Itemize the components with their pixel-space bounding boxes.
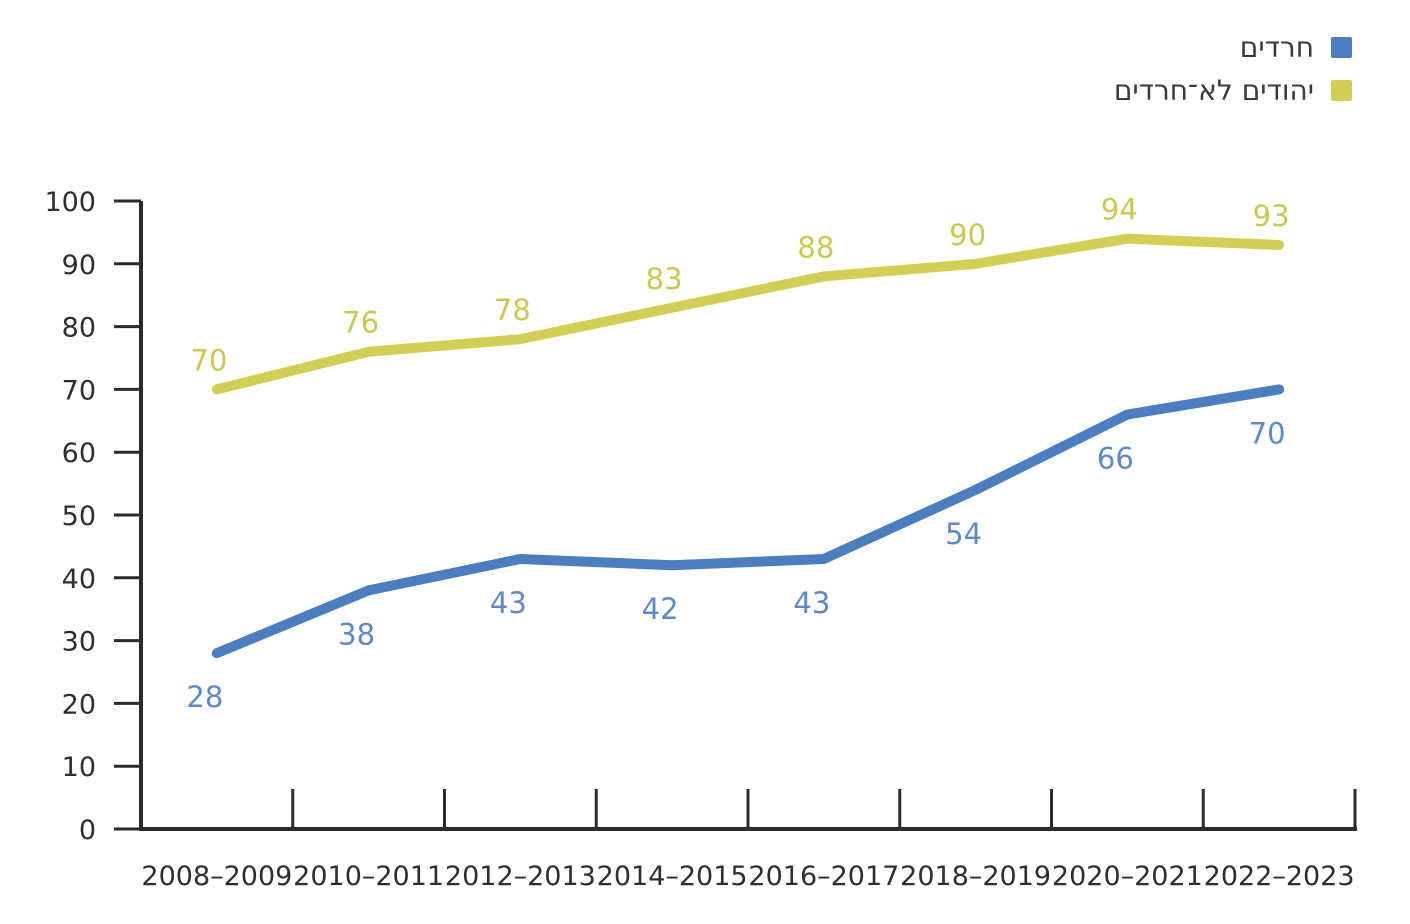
series-line-0 [211, 384, 1285, 659]
data-label-series-0: 43 [490, 586, 527, 620]
x-axis-category-label: 2010–2011 [293, 861, 444, 892]
y-axis-tick-label: 90 [62, 250, 96, 281]
y-axis-tick-label: 70 [62, 375, 96, 406]
data-label-series-0: 70 [1249, 416, 1286, 450]
data-label-series-1: 76 [342, 306, 379, 340]
legend-label-non-haredi-jews: יהודים לא־חרדים [1113, 74, 1314, 107]
y-axis-tick-label: 0 [79, 815, 96, 846]
legend: חרדים יהודים לא־חרדים [1114, 31, 1352, 107]
data-label-series-1: 83 [646, 262, 683, 296]
data-label-series-0: 28 [186, 680, 223, 714]
data-label-series-1: 94 [1101, 193, 1138, 227]
x-axis-category-label: 2016–2017 [748, 861, 899, 892]
x-axis-category-label: 2020–2021 [1052, 861, 1203, 892]
data-label-series-0: 54 [945, 517, 982, 551]
data-label-series-1: 78 [494, 293, 531, 327]
y-axis-tick-label: 20 [62, 689, 96, 720]
legend-label-haredim: חרדים [1239, 31, 1314, 64]
data-label-series-1: 93 [1253, 199, 1290, 233]
y-axis-tick-label: 60 [62, 438, 96, 469]
legend-swatch-haredim [1331, 37, 1352, 58]
data-label-series-0: 43 [793, 586, 830, 620]
y-axis-tick-label: 40 [62, 564, 96, 595]
x-axis-category-label: 2018–2019 [900, 861, 1051, 892]
legend-item-haredim: חרדים [1240, 31, 1352, 64]
x-axis-category-label: 2022–2023 [1204, 861, 1355, 892]
data-label-series-1: 88 [797, 230, 834, 264]
data-label-series-0: 38 [338, 617, 375, 651]
y-axis-tick-label: 100 [44, 187, 96, 218]
legend-item-non-haredi-jews: יהודים לא־חרדים [1114, 74, 1352, 107]
legend-swatch-non-haredi-jews [1331, 80, 1352, 101]
x-axis-category-label: 2008–2009 [141, 861, 292, 892]
x-axis-category-label: 2014–2015 [597, 861, 748, 892]
y-axis-tick-label: 80 [62, 313, 96, 344]
y-axis-tick-label: 50 [62, 501, 96, 532]
y-axis-tick-label: 30 [62, 627, 96, 658]
data-label-series-1: 90 [949, 218, 986, 252]
x-axis-category-label: 2012–2013 [445, 861, 596, 892]
data-label-series-0: 42 [642, 592, 679, 626]
data-label-series-1: 70 [190, 343, 227, 377]
series-line-1 [211, 233, 1285, 395]
y-axis-tick-label: 10 [62, 752, 96, 783]
data-label-series-0: 66 [1097, 442, 1134, 476]
